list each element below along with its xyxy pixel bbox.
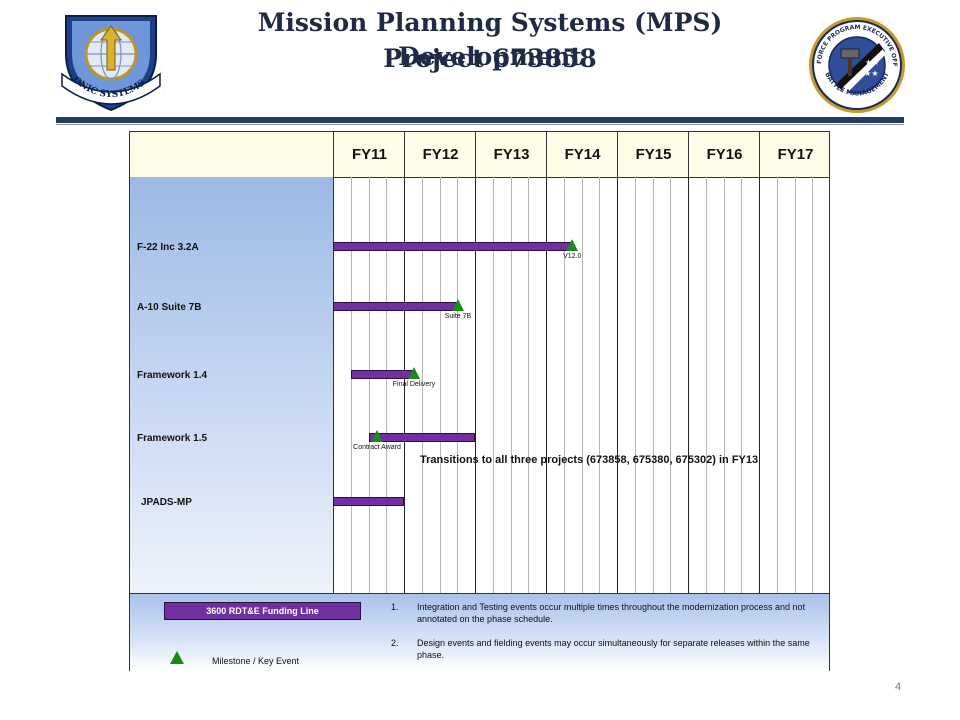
peo-battle-management-seal: ★★ ★★★ AIR FORCE PROGRAM EXECUTIVE OFFIC… bbox=[805, 15, 905, 113]
note-1-text: Integration and Testing events occur mul… bbox=[417, 602, 806, 624]
milestone-label: Suite 7B bbox=[444, 313, 472, 320]
funding-bar bbox=[350, 370, 414, 379]
note-2-text: Design events and fielding events may oc… bbox=[417, 638, 810, 660]
milestone-legend-icon bbox=[170, 651, 184, 664]
year-gridline bbox=[617, 177, 618, 593]
svg-text:★★: ★★ bbox=[865, 58, 879, 67]
milestone-triangle-icon bbox=[371, 430, 384, 442]
funding-bar bbox=[333, 497, 404, 506]
program-label: F-22 Inc 3.2A bbox=[137, 242, 199, 253]
program-label-column bbox=[130, 177, 334, 593]
quarter-gridline bbox=[492, 177, 494, 593]
program-label: Framework 1.5 bbox=[137, 433, 208, 444]
quarter-gridline bbox=[581, 177, 583, 593]
milestone-label: Contract Award bbox=[353, 444, 401, 451]
quarter-gridline bbox=[368, 177, 370, 593]
milestone-triangle-icon bbox=[451, 299, 464, 311]
quarter-gridline bbox=[528, 177, 530, 593]
fiscal-year-fy17: FY17 bbox=[759, 132, 831, 177]
note-1-number: 1. bbox=[391, 602, 399, 612]
quarter-gridline bbox=[599, 177, 601, 593]
quarter-gridline bbox=[812, 177, 814, 593]
fiscal-year-fy12: FY12 bbox=[404, 132, 476, 177]
fiscal-year-fy16: FY16 bbox=[688, 132, 760, 177]
program-label: Framework 1.4 bbox=[137, 370, 208, 381]
note-2-number: 2. bbox=[391, 638, 399, 648]
transition-note: Transitions to all three projects (67385… bbox=[420, 454, 759, 466]
page-title-line2: Project 673858 bbox=[383, 44, 597, 73]
esc-shield-logo: ELECTRONIC SYSTEMS CENTER bbox=[58, 10, 161, 112]
fiscal-year-fy11: FY11 bbox=[333, 132, 405, 177]
svg-text:★★★: ★★★ bbox=[857, 69, 879, 78]
quarter-gridline bbox=[776, 177, 778, 593]
milestone-label: Final Delivery bbox=[392, 381, 436, 388]
milestone-triangle-icon bbox=[566, 239, 579, 251]
header-rule bbox=[56, 117, 904, 123]
milestone-triangle-icon bbox=[407, 367, 420, 379]
quarter-gridline bbox=[723, 177, 725, 593]
funding-bar bbox=[333, 242, 573, 251]
fiscal-year-header: FY11 FY12 FY13 FY14 FY15 FY16 FY17 bbox=[130, 132, 829, 178]
page-number: 4 bbox=[895, 681, 902, 693]
funding-bar bbox=[333, 302, 458, 311]
quarter-gridline bbox=[634, 177, 636, 593]
quarter-gridline bbox=[670, 177, 672, 593]
program-label: JPADS-MP bbox=[141, 497, 192, 508]
fiscal-year-fy14: FY14 bbox=[546, 132, 618, 177]
funding-bar bbox=[368, 433, 475, 442]
schedule-chart: FY11 FY12 FY13 FY14 FY15 FY16 FY17 F-22 Inc 3.… bbox=[129, 131, 830, 671]
quarter-gridline bbox=[439, 177, 441, 593]
fiscal-year-fy15: FY15 bbox=[617, 132, 689, 177]
quarter-gridline bbox=[421, 177, 423, 593]
quarter-gridline bbox=[705, 177, 707, 593]
year-gridline bbox=[759, 177, 760, 593]
milestone-legend-label: Milestone / Key Event bbox=[212, 656, 300, 666]
funding-line-legend: 3600 RDT&E Funding Line bbox=[164, 602, 361, 620]
year-gridline bbox=[688, 177, 689, 593]
year-gridline bbox=[475, 177, 476, 593]
page-title-line1: Mission Planning Systems (MPS) Developme… bbox=[257, 8, 723, 71]
fiscal-year-fy13: FY13 bbox=[475, 132, 547, 177]
quarter-gridline bbox=[794, 177, 796, 593]
milestone-label: V12.0 bbox=[563, 253, 582, 260]
header-rule-thin bbox=[56, 124, 904, 125]
quarter-gridline bbox=[652, 177, 654, 593]
quarter-gridline bbox=[457, 177, 459, 593]
quarter-gridline bbox=[350, 177, 352, 593]
year-gridline bbox=[404, 177, 405, 593]
legend: 3600 RDT&E Funding Line Milestone / Key … bbox=[130, 593, 829, 671]
quarter-gridline bbox=[741, 177, 743, 593]
year-gridline bbox=[546, 177, 547, 593]
quarter-gridline bbox=[510, 177, 512, 593]
quarter-gridline bbox=[386, 177, 388, 593]
program-label: A-10 Suite 7B bbox=[137, 302, 202, 313]
quarter-gridline bbox=[563, 177, 565, 593]
